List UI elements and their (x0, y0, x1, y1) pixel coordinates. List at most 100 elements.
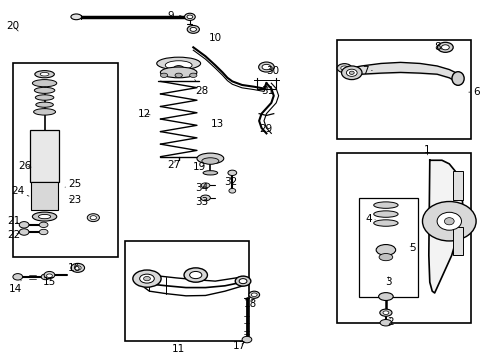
Ellipse shape (187, 26, 199, 33)
Text: 4: 4 (365, 215, 374, 224)
Ellipse shape (189, 271, 202, 279)
Bar (13, 63, 118, 257)
Ellipse shape (183, 268, 207, 282)
Text: 19: 19 (193, 162, 206, 172)
Text: 24: 24 (11, 186, 29, 197)
Text: 34: 34 (195, 183, 208, 193)
Bar (336, 40, 470, 139)
Ellipse shape (186, 15, 192, 19)
Text: 25: 25 (65, 179, 81, 189)
Ellipse shape (32, 212, 57, 221)
Ellipse shape (248, 291, 259, 298)
Ellipse shape (203, 171, 217, 175)
Ellipse shape (13, 274, 22, 280)
Ellipse shape (227, 170, 236, 176)
Ellipse shape (71, 14, 81, 20)
Ellipse shape (348, 71, 353, 75)
Text: 32: 32 (224, 177, 237, 187)
Bar (358, 198, 417, 297)
Ellipse shape (382, 311, 388, 315)
Ellipse shape (35, 95, 54, 100)
Ellipse shape (74, 266, 81, 270)
Text: 28: 28 (194, 80, 208, 96)
Text: 15: 15 (43, 277, 56, 287)
Ellipse shape (19, 229, 29, 235)
Text: 31: 31 (261, 86, 274, 96)
Ellipse shape (378, 253, 392, 261)
Text: 17: 17 (232, 341, 246, 351)
Text: 1: 1 (423, 144, 430, 155)
Text: 26: 26 (19, 161, 32, 171)
Ellipse shape (373, 220, 397, 226)
Ellipse shape (336, 64, 351, 73)
Text: 23: 23 (68, 195, 81, 205)
Text: 20: 20 (6, 21, 20, 31)
Circle shape (444, 218, 453, 225)
Ellipse shape (173, 66, 183, 72)
Ellipse shape (201, 183, 209, 188)
Ellipse shape (175, 73, 182, 77)
Circle shape (422, 202, 475, 241)
Ellipse shape (235, 276, 250, 286)
Ellipse shape (341, 66, 361, 80)
Ellipse shape (40, 72, 49, 76)
Bar (452, 171, 462, 200)
Ellipse shape (46, 274, 52, 278)
Ellipse shape (202, 158, 219, 164)
Ellipse shape (160, 67, 197, 78)
Ellipse shape (160, 73, 167, 77)
Text: 6: 6 (468, 87, 478, 97)
Ellipse shape (379, 309, 391, 316)
Text: 29: 29 (258, 124, 271, 134)
Text: 12: 12 (138, 109, 151, 119)
Ellipse shape (379, 319, 391, 326)
Ellipse shape (157, 57, 200, 70)
Ellipse shape (34, 87, 55, 93)
Ellipse shape (375, 244, 395, 255)
Text: 18: 18 (244, 299, 257, 309)
Ellipse shape (441, 45, 448, 50)
Ellipse shape (258, 62, 274, 72)
Ellipse shape (437, 42, 452, 52)
Ellipse shape (228, 188, 235, 193)
Text: 33: 33 (195, 197, 208, 207)
Text: 30: 30 (265, 66, 279, 76)
Ellipse shape (165, 61, 192, 70)
Text: 14: 14 (9, 280, 22, 294)
Text: 3: 3 (384, 277, 391, 287)
Bar (125, 241, 249, 341)
Ellipse shape (35, 71, 54, 78)
Circle shape (436, 212, 461, 230)
Ellipse shape (340, 66, 347, 70)
Ellipse shape (36, 102, 53, 107)
Ellipse shape (239, 279, 246, 284)
Ellipse shape (39, 215, 51, 219)
Ellipse shape (143, 276, 150, 281)
Ellipse shape (32, 80, 57, 87)
Ellipse shape (197, 153, 224, 164)
Ellipse shape (71, 264, 84, 273)
Ellipse shape (242, 336, 251, 343)
Text: 2: 2 (386, 317, 393, 327)
Text: 22: 22 (8, 230, 21, 239)
Ellipse shape (140, 274, 154, 283)
Text: 11: 11 (172, 341, 185, 354)
Ellipse shape (90, 216, 96, 220)
Ellipse shape (39, 229, 48, 235)
Ellipse shape (189, 73, 197, 77)
Bar (31, 182, 58, 211)
Ellipse shape (41, 274, 50, 280)
Text: 8: 8 (433, 42, 441, 52)
Text: 7: 7 (362, 66, 371, 76)
Text: 5: 5 (408, 243, 415, 253)
Polygon shape (428, 160, 462, 293)
Ellipse shape (262, 64, 270, 70)
Text: 13: 13 (211, 120, 224, 129)
Text: 16: 16 (68, 263, 81, 273)
Ellipse shape (200, 195, 210, 201)
Bar (30, 130, 59, 182)
Ellipse shape (87, 214, 99, 222)
Ellipse shape (251, 293, 257, 297)
Bar (336, 153, 470, 323)
Ellipse shape (346, 69, 356, 76)
